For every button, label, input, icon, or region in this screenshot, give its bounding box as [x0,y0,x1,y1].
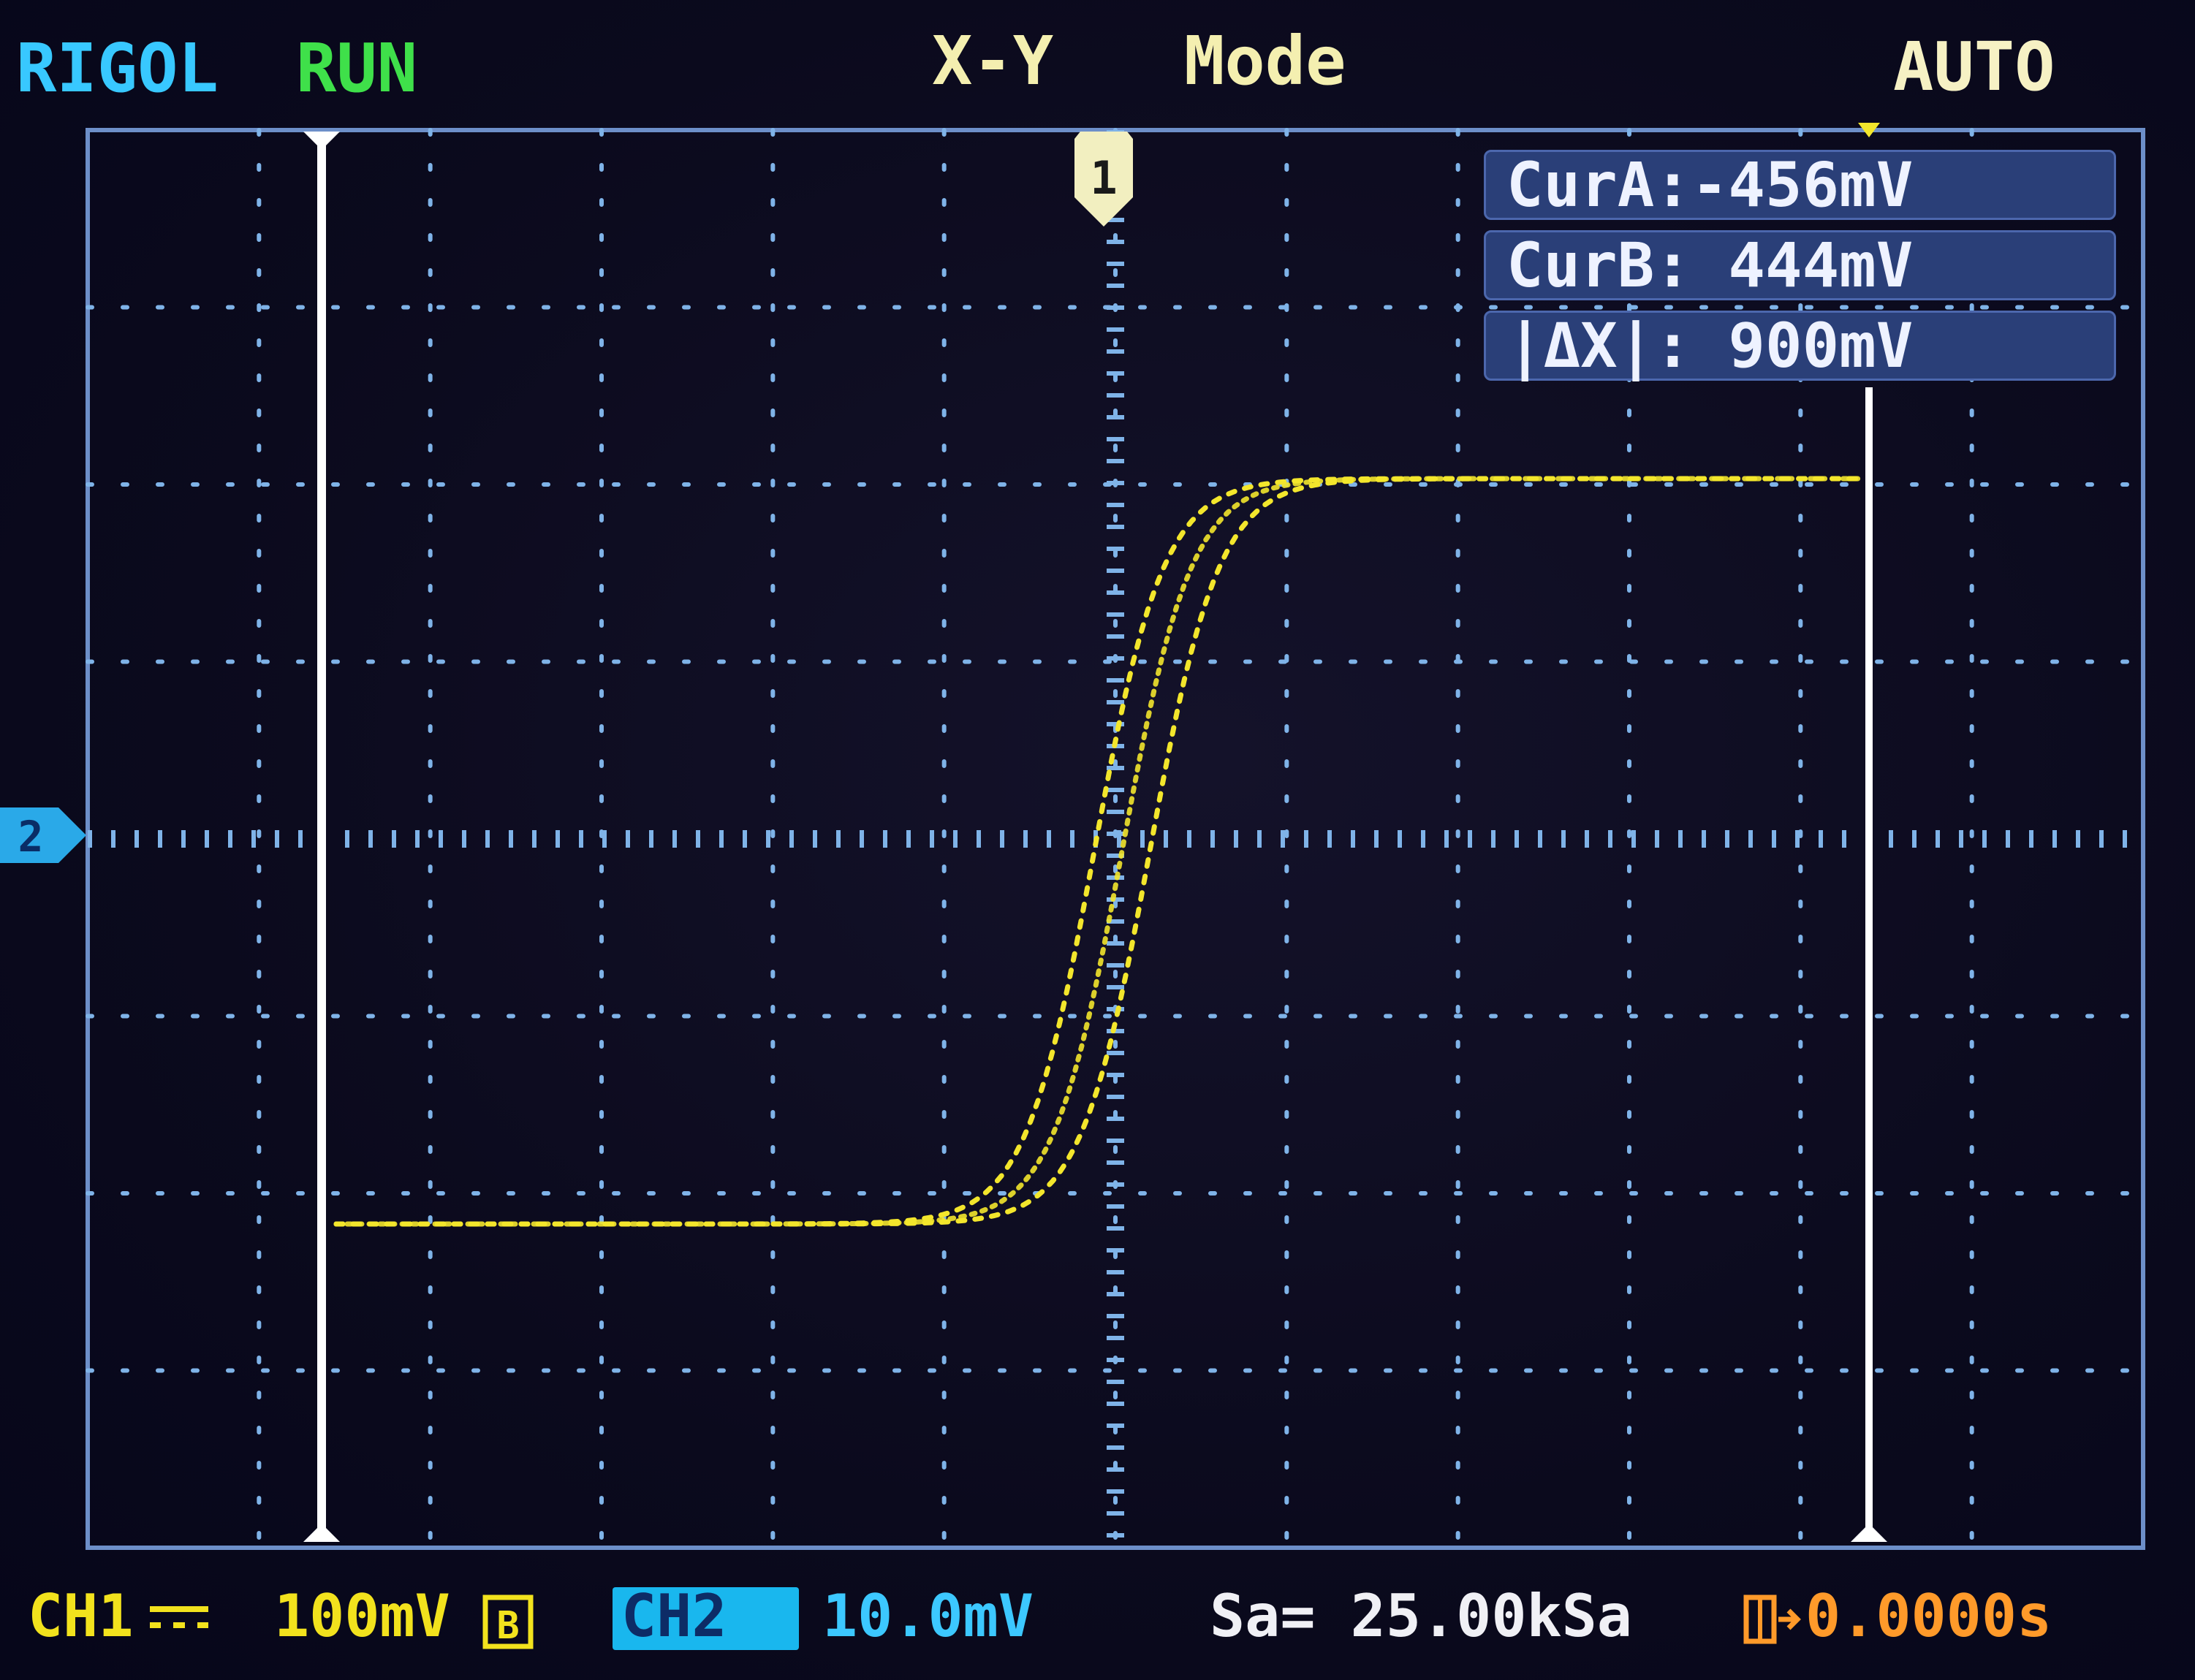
cursor-delta-readout: |ΔX|: 900mV [1484,311,2116,381]
ch1-position-marker[interactable] [1074,132,1133,227]
time-offset-readout[interactable]: 0.0000s [1805,1582,2052,1650]
dc-coupling-icon [150,1606,208,1628]
trigger-mode-indicator[interactable]: AUTO [1893,28,2055,106]
cursor-b-bottom-handle[interactable] [1851,1524,1887,1542]
run-state-indicator[interactable]: RUN [296,29,418,107]
ch2-marker-label: 2 [18,812,44,862]
brand-logo: RIGOL [16,29,219,107]
cursor-a-bottom-handle[interactable] [303,1524,340,1542]
sample-rate-readout: Sa= 25.00kSa [1210,1582,1632,1650]
bandwidth-limit-icon: B [482,1595,534,1649]
ch2-position-marker[interactable] [0,807,86,863]
trigger-position-marker [1858,123,1880,137]
cursor-a-top-handle[interactable] [303,132,340,150]
cursor-a-readout: CurA:-456mV [1484,150,2116,220]
ch1-label[interactable]: CH1 [28,1582,134,1650]
mode-label: Mode [1184,22,1346,100]
ch2-scale[interactable]: 10.0mV [822,1582,1034,1650]
svg-text:B: B [496,1604,519,1648]
ch2-label-box[interactable] [613,1587,799,1650]
ch2-label[interactable]: CH2 [621,1582,727,1650]
ch1-marker-label: 1 [1090,151,1117,205]
cursor-b-readout: CurB: 444mV [1484,230,2116,300]
xy-trace [333,476,1867,1227]
ch1-scale[interactable]: 100mV [274,1582,450,1650]
mode-xy-label: X-Y [932,22,1054,100]
time-offset-icon [1743,1595,1801,1644]
